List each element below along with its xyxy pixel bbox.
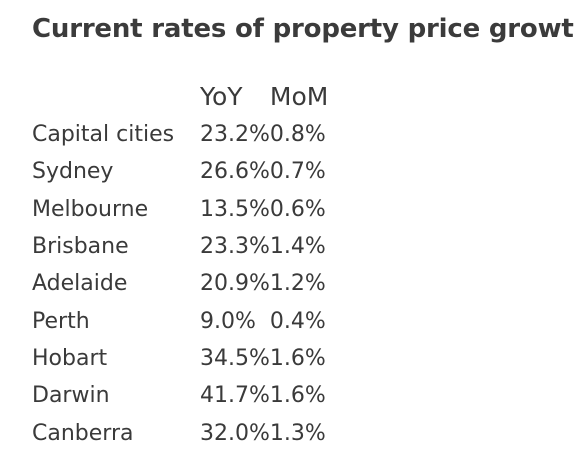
table-row: Adelaide 20.9% 1.2% — [32, 265, 340, 302]
page-title: Current rates of property price growth — [32, 14, 574, 44]
table-row: Hobart 34.5% 1.6% — [32, 340, 340, 377]
table-row: Sydney 26.6% 0.7% — [32, 153, 340, 190]
table-row: Brisbane 23.3% 1.4% — [32, 228, 340, 265]
yoy-value: 23.3% — [200, 234, 270, 260]
property-growth-table: YoY MoM Capital cities 23.2% 0.8% Sydney… — [32, 76, 340, 452]
mom-value: 0.7% — [269, 159, 326, 185]
yoy-value: 34.5% — [200, 345, 270, 371]
table-header-row: YoY MoM — [32, 76, 340, 116]
yoy-value: 20.9% — [200, 271, 270, 297]
city-name: Adelaide — [32, 271, 128, 297]
yoy-value: 23.2% — [200, 122, 270, 148]
table-row: Canberra 32.0% 1.3% — [32, 414, 340, 451]
mom-value: 1.2% — [269, 271, 326, 297]
header-mom: MoM — [269, 81, 329, 111]
city-name: Hobart — [32, 345, 108, 371]
mom-value: 1.6% — [269, 383, 326, 409]
table-row: Darwin 41.7% 1.6% — [32, 377, 340, 414]
city-name: Capital cities — [32, 122, 175, 148]
mom-value: 0.4% — [269, 308, 326, 334]
header-city — [32, 76, 200, 116]
yoy-value: 41.7% — [200, 383, 270, 409]
city-name: Perth — [32, 308, 90, 334]
city-name: Sydney — [32, 159, 114, 185]
table-row: Melbourne 13.5% 0.6% — [32, 191, 340, 228]
yoy-value: 32.0% — [200, 420, 270, 446]
header-yoy: YoY — [200, 81, 243, 111]
city-name: Melbourne — [32, 196, 149, 222]
city-name: Darwin — [32, 383, 110, 409]
mom-value: 1.4% — [269, 234, 326, 260]
yoy-value: 13.5% — [200, 196, 270, 222]
mom-value: 1.3% — [269, 420, 326, 446]
mom-value: 0.8% — [269, 122, 326, 148]
city-name: Brisbane — [32, 234, 129, 260]
mom-value: 0.6% — [269, 196, 326, 222]
table-row: Perth 9.0% 0.4% — [32, 302, 340, 339]
mom-value: 1.6% — [269, 345, 326, 371]
table-row: Capital cities 23.2% 0.8% — [32, 116, 340, 153]
yoy-value: 26.6% — [200, 159, 270, 185]
city-name: Canberra — [32, 420, 134, 446]
yoy-value: 9.0% — [200, 308, 256, 334]
